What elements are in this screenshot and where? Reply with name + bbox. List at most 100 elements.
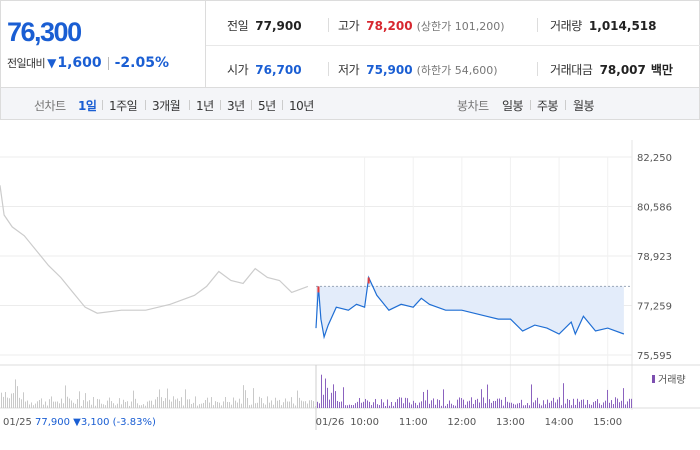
stat-value: 77,900 bbox=[255, 19, 302, 33]
volume-bar bbox=[619, 402, 620, 408]
volume-bar bbox=[89, 400, 90, 408]
volume-bar bbox=[255, 403, 256, 408]
volume-bar bbox=[81, 405, 82, 408]
volume-bar bbox=[143, 404, 144, 408]
volume-bar bbox=[251, 404, 252, 408]
chart-lines bbox=[0, 185, 625, 340]
volume-bar bbox=[419, 402, 420, 408]
volume-bar bbox=[205, 400, 206, 408]
upper-limit: (상한가 101,200) bbox=[416, 20, 505, 33]
divider bbox=[107, 56, 109, 70]
stat-open: 시가 76,700 bbox=[227, 61, 302, 78]
volume-bar bbox=[191, 403, 192, 408]
volume-bar bbox=[395, 402, 396, 408]
volume-bar bbox=[441, 405, 442, 408]
volume-bar bbox=[599, 403, 600, 408]
volume-bar bbox=[147, 401, 148, 408]
prev-day-date: 01/25 bbox=[3, 417, 35, 428]
tab-5years[interactable]: 5년 bbox=[258, 99, 276, 113]
volume-bar bbox=[501, 399, 502, 408]
volume-bar bbox=[289, 401, 290, 408]
volume-bar bbox=[27, 400, 28, 408]
volume-bar bbox=[125, 401, 126, 408]
volume-bar bbox=[537, 397, 538, 408]
stat-label: 전일 bbox=[227, 19, 249, 33]
volume-bar bbox=[57, 401, 58, 408]
volume-bar bbox=[69, 398, 70, 408]
volume-bar bbox=[77, 399, 78, 408]
volume-bar bbox=[381, 399, 382, 408]
volume-bar bbox=[389, 405, 390, 408]
volume-bar bbox=[533, 402, 534, 408]
change-value: 1,600 bbox=[57, 55, 102, 71]
volume-bar bbox=[467, 401, 468, 408]
volume-bar bbox=[153, 404, 154, 408]
volume-bar bbox=[393, 405, 394, 408]
volume-bar bbox=[35, 403, 36, 408]
volume-bar bbox=[33, 405, 34, 408]
divider bbox=[145, 100, 146, 110]
volume-bar bbox=[523, 405, 524, 408]
volume-bar bbox=[421, 401, 422, 408]
volume-bar bbox=[481, 389, 482, 408]
volume-bar bbox=[15, 379, 16, 408]
divider bbox=[251, 100, 252, 110]
volume-bar bbox=[223, 401, 224, 408]
volume-bar bbox=[319, 403, 320, 408]
volume-bar bbox=[591, 404, 592, 408]
volume-bar bbox=[275, 397, 276, 408]
volume-bar bbox=[231, 404, 232, 408]
volume-bar bbox=[359, 397, 360, 408]
volume-bar bbox=[263, 403, 264, 408]
volume-bar bbox=[1, 392, 2, 408]
volume-bar bbox=[439, 400, 440, 408]
x-tick-label: 11:00 bbox=[399, 417, 428, 428]
volume-bar bbox=[59, 403, 60, 408]
stat-volume: 거래량 1,014,518 bbox=[550, 17, 657, 34]
volume-bar bbox=[449, 400, 450, 408]
volume-bar bbox=[119, 398, 120, 408]
volume-bar bbox=[137, 403, 138, 408]
volume-bar bbox=[581, 399, 582, 408]
volume-bar bbox=[247, 397, 248, 408]
tab-3months[interactable]: 3개월 bbox=[152, 99, 181, 113]
tab-monthly-candle[interactable]: 월봉 bbox=[573, 99, 595, 113]
volume-bar bbox=[49, 399, 50, 408]
price-box: 76,300 전일대비 ▼ 1,600 -2.05% bbox=[1, 1, 206, 89]
volume-bar bbox=[535, 400, 536, 408]
volume-bar bbox=[11, 393, 12, 408]
volume-bar bbox=[371, 405, 372, 408]
volume-bar bbox=[457, 399, 458, 408]
volume-bar bbox=[333, 384, 334, 408]
volume-bar bbox=[575, 404, 576, 408]
tab-1year[interactable]: 1년 bbox=[196, 99, 214, 113]
volume-bar bbox=[225, 396, 226, 408]
volume-bar bbox=[177, 398, 178, 408]
volume-bar bbox=[379, 405, 380, 408]
volume-bar bbox=[229, 402, 230, 408]
volume-bar bbox=[401, 397, 402, 408]
x-tick-label: 12:00 bbox=[447, 417, 476, 428]
volume-bar bbox=[277, 400, 278, 408]
volume-bar bbox=[145, 405, 146, 408]
volume-bar bbox=[597, 399, 598, 408]
stat-label: 저가 bbox=[338, 63, 360, 77]
volume-bar bbox=[9, 398, 10, 408]
volume-bar bbox=[301, 400, 302, 408]
divider bbox=[328, 18, 329, 32]
volume-bar bbox=[459, 397, 460, 408]
volume-bar bbox=[83, 400, 84, 408]
volume-bar bbox=[477, 398, 478, 408]
change-label: 전일대비 bbox=[7, 57, 46, 70]
tab-1day[interactable]: 1일 bbox=[78, 99, 97, 113]
tab-10years[interactable]: 10년 bbox=[289, 99, 314, 113]
volume-bar bbox=[139, 405, 140, 408]
divider bbox=[220, 100, 221, 110]
tab-weekly-candle[interactable]: 주봉 bbox=[537, 99, 559, 113]
tab-3years[interactable]: 3년 bbox=[227, 99, 245, 113]
volume-bar bbox=[625, 404, 626, 408]
tab-daily-candle[interactable]: 일봉 bbox=[502, 99, 524, 113]
tab-1week[interactable]: 1주일 bbox=[109, 99, 138, 113]
volume-bar bbox=[531, 384, 532, 408]
volume-bar bbox=[497, 398, 498, 408]
